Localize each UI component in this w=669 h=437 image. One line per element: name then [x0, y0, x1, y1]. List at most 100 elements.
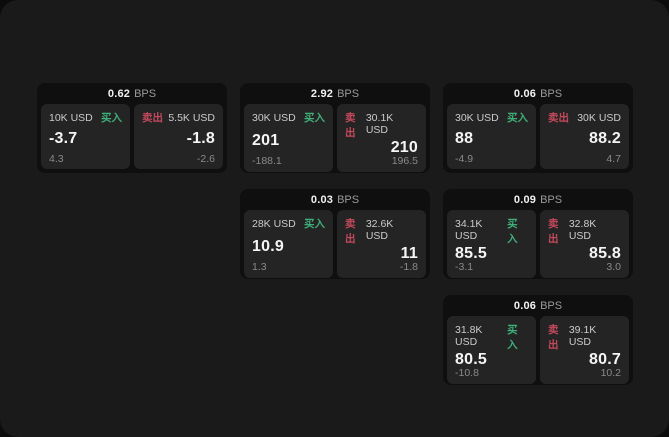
buy-panel-top: 28K USD 买入	[252, 216, 325, 231]
quote-card: 0.62 BPS 10K USD 买入 -3.7 4.3 卖出 5.5K USD	[37, 83, 227, 173]
bps-unit-label: BPS	[540, 87, 563, 100]
sell-notional: 5.5K USD	[168, 112, 215, 124]
buy-change: -188.1	[252, 155, 282, 167]
sell-change: 3.0	[606, 261, 621, 273]
buy-side-label: 买入	[507, 324, 518, 351]
sell-panel[interactable]: 卖出 39.1K USD 80.7 10.2	[540, 316, 629, 384]
sell-panel-top: 卖出 30.1K USD	[345, 110, 418, 140]
sell-change: -2.6	[196, 152, 215, 165]
buy-notional: 31.8K USD	[455, 324, 483, 348]
buy-price: 88	[455, 130, 474, 148]
sell-panel[interactable]: 卖出 5.5K USD -1.8 -2.6	[134, 104, 223, 169]
bps-unit-label: BPS	[134, 87, 157, 100]
sell-panel-top: 卖出 5.5K USD	[142, 110, 215, 125]
sell-change: 196.5	[391, 155, 418, 167]
quote-card: 2.92 BPS 30K USD 买入 201 -188.1 卖出 30.1K …	[240, 83, 430, 173]
buy-side-label: 买入	[304, 112, 325, 124]
quote-card: 0.09 BPS 34.1K USD 买入 85.5 -3.1 卖出 32.8K…	[443, 189, 633, 279]
bps-value: 0.06	[513, 299, 537, 312]
card-header: 0.06 BPS	[447, 83, 629, 104]
buy-panel[interactable]: 30K USD 买入 201 -188.1	[244, 104, 333, 172]
buy-panel[interactable]: 30K USD 买入 88 -4.9	[447, 104, 536, 169]
sell-change: 4.7	[606, 152, 621, 165]
buy-notional: 10K USD	[49, 112, 93, 124]
bps-value: 0.62	[107, 87, 131, 100]
buy-panel[interactable]: 28K USD 买入 10.9 1.3	[244, 210, 333, 278]
buy-side-label: 买入	[304, 218, 325, 230]
buy-panel-top: 31.8K USD 买入	[455, 322, 528, 352]
sell-panel-top: 卖出 32.8K USD	[548, 216, 621, 246]
price-panels: 10K USD 买入 -3.7 4.3 卖出 5.5K USD -1.8 -2.…	[41, 104, 223, 169]
buy-notional: 28K USD	[252, 218, 296, 230]
card-header: 0.09 BPS	[447, 189, 629, 210]
sell-notional: 39.1K USD	[568, 324, 597, 348]
sell-panel[interactable]: 卖出 30.1K USD 210 196.5	[337, 104, 426, 172]
sell-notional: 32.8K USD	[568, 218, 597, 242]
bps-value: 0.09	[513, 193, 537, 206]
sell-price: 88.2	[589, 130, 621, 148]
buy-side-label: 买入	[507, 112, 528, 124]
buy-panel-top: 10K USD 买入	[49, 110, 122, 125]
buy-side-label: 买入	[101, 112, 122, 124]
sell-side-label: 卖出	[548, 324, 559, 351]
buy-panel[interactable]: 31.8K USD 买入 80.5 -10.8	[447, 316, 536, 384]
sell-side-label: 卖出	[548, 218, 559, 245]
card-header: 0.03 BPS	[244, 189, 426, 210]
buy-panel[interactable]: 34.1K USD 买入 85.5 -3.1	[447, 210, 536, 278]
bps-unit-label: BPS	[540, 193, 563, 206]
bps-value: 0.03	[310, 193, 334, 206]
sell-price: 80.7	[589, 351, 621, 368]
sell-notional: 32.6K USD	[365, 218, 394, 242]
sell-side-label: 卖出	[142, 112, 163, 124]
sell-price: -1.8	[186, 130, 215, 148]
buy-panel-top: 30K USD 买入	[455, 110, 528, 125]
quote-card: 0.03 BPS 28K USD 买入 10.9 1.3 卖出 32.6K US…	[240, 189, 430, 279]
bps-unit-label: BPS	[337, 87, 360, 100]
sell-panel-top: 卖出 39.1K USD	[548, 322, 621, 352]
sell-change: -1.8	[399, 261, 418, 273]
price-panels: 30K USD 买入 201 -188.1 卖出 30.1K USD 210 1…	[244, 104, 426, 172]
buy-side-label: 买入	[507, 218, 518, 245]
buy-price: 201	[252, 131, 280, 149]
sell-notional: 30K USD	[577, 112, 621, 124]
sell-panel[interactable]: 卖出 32.6K USD 11 -1.8	[337, 210, 426, 278]
sell-panel[interactable]: 卖出 30K USD 88.2 4.7	[540, 104, 629, 169]
quote-card: 0.06 BPS 30K USD 买入 88 -4.9 卖出 30K USD	[443, 83, 633, 173]
buy-panel-top: 30K USD 买入	[252, 110, 325, 125]
sell-side-label: 卖出	[548, 112, 569, 124]
buy-change: -4.9	[455, 152, 474, 165]
sell-price: 210	[390, 139, 418, 156]
bps-unit-label: BPS	[540, 299, 563, 312]
buy-price: -3.7	[49, 130, 78, 148]
buy-price: 80.5	[455, 351, 487, 368]
card-header: 2.92 BPS	[244, 83, 426, 104]
buy-change: 1.3	[252, 261, 267, 273]
price-panels: 30K USD 买入 88 -4.9 卖出 30K USD 88.2 4.7	[447, 104, 629, 169]
quote-card: 0.06 BPS 31.8K USD 买入 80.5 -10.8 卖出 39.1…	[443, 295, 633, 385]
sell-panel[interactable]: 卖出 32.8K USD 85.8 3.0	[540, 210, 629, 278]
buy-panel[interactable]: 10K USD 买入 -3.7 4.3	[41, 104, 130, 169]
buy-change: 4.3	[49, 152, 64, 165]
buy-price: 10.9	[252, 237, 284, 255]
price-panels: 34.1K USD 买入 85.5 -3.1 卖出 32.8K USD 85.8…	[447, 210, 629, 278]
buy-change: -3.1	[455, 261, 474, 273]
buy-change: -10.8	[455, 367, 479, 379]
sell-change: 10.2	[600, 367, 621, 379]
buy-notional: 30K USD	[455, 112, 499, 124]
card-header: 0.06 BPS	[447, 295, 629, 316]
sell-panel-top: 卖出 32.6K USD	[345, 216, 418, 246]
bps-value: 2.92	[310, 87, 334, 100]
price-panels: 28K USD 买入 10.9 1.3 卖出 32.6K USD 11 -1.8	[244, 210, 426, 278]
buy-price: 85.5	[455, 245, 487, 262]
quote-cards-grid: 0.62 BPS 10K USD 买入 -3.7 4.3 卖出 5.5K USD	[37, 83, 633, 385]
buy-notional: 34.1K USD	[455, 218, 483, 242]
sell-price: 85.8	[589, 245, 621, 262]
sell-price: 11	[400, 245, 418, 262]
buy-panel-top: 34.1K USD 买入	[455, 216, 528, 246]
sell-side-label: 卖出	[345, 112, 356, 139]
bps-value: 0.06	[513, 87, 537, 100]
sell-panel-top: 卖出 30K USD	[548, 110, 621, 125]
sell-side-label: 卖出	[345, 218, 356, 245]
price-panels: 31.8K USD 买入 80.5 -10.8 卖出 39.1K USD 80.…	[447, 316, 629, 384]
